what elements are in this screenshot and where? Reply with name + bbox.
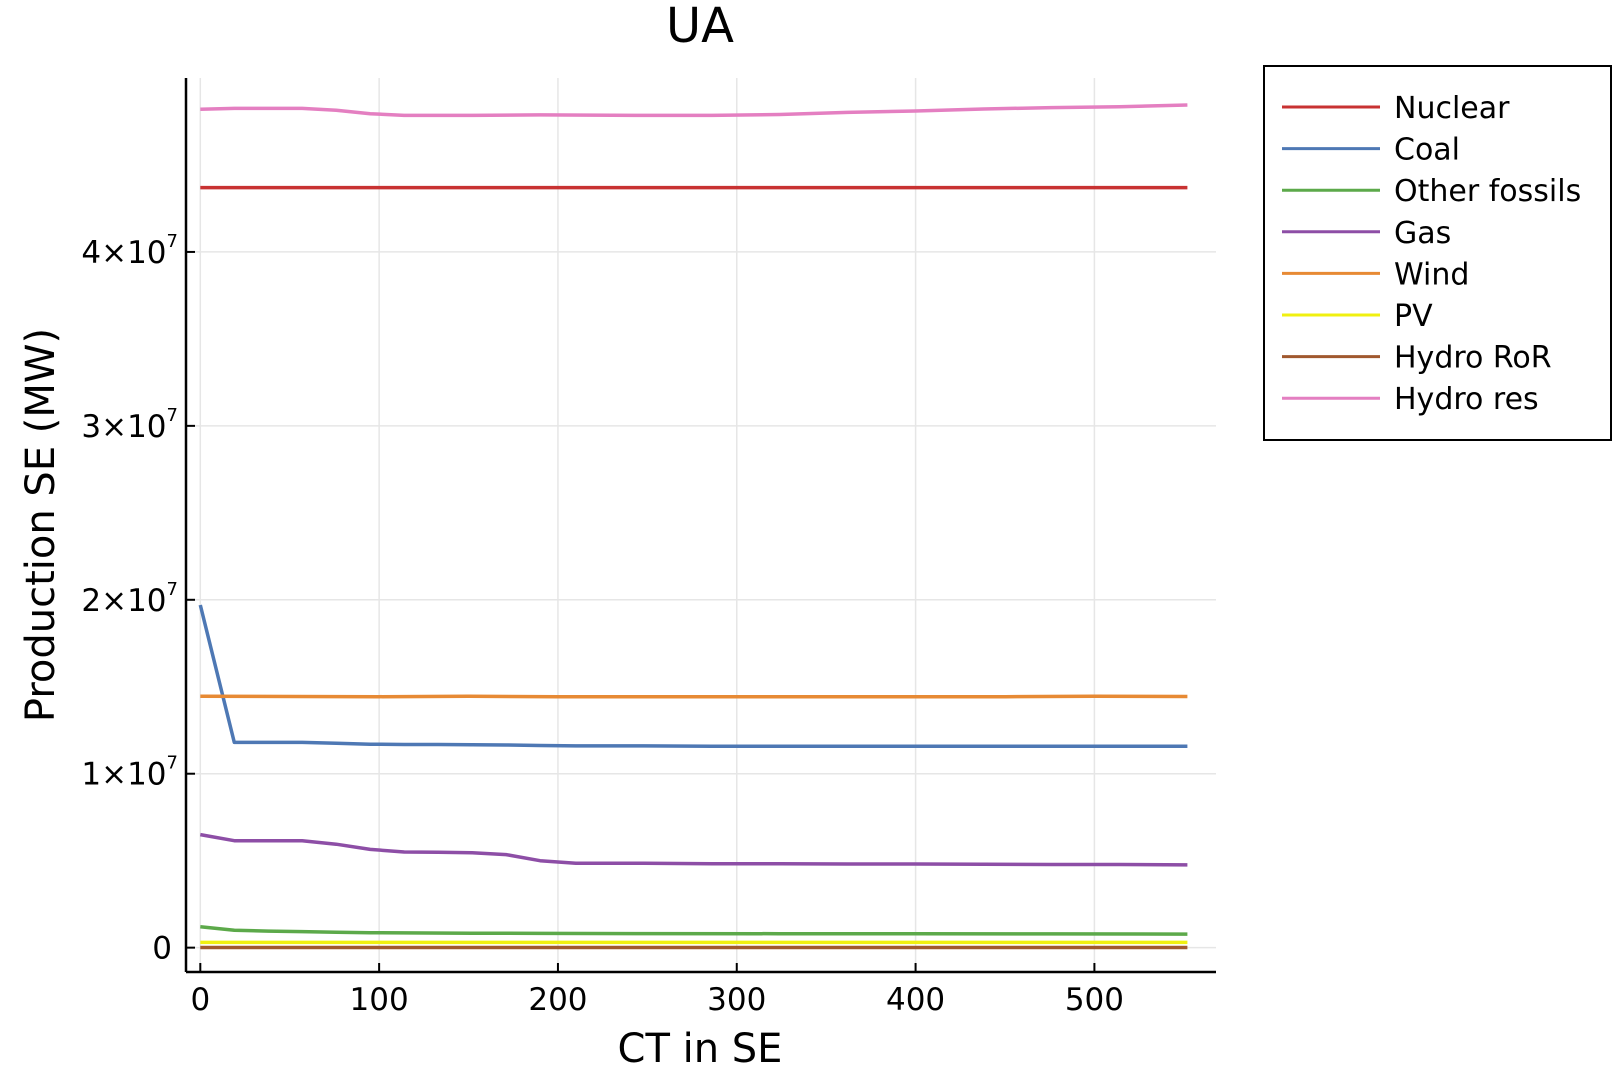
series-line-gas	[199, 832, 1188, 867]
legend-label-hydro-res: Hydro res	[1394, 382, 1539, 417]
x-tick-label: 400	[886, 982, 945, 1018]
series-line-other-fossils	[200, 925, 1188, 936]
series-line-hydro-res	[200, 103, 1188, 118]
y-tick-label: 1×107	[81, 753, 178, 793]
legend-label-wind: Wind	[1394, 257, 1469, 292]
y-tick-label: 4×107	[81, 231, 178, 271]
y-tick-label: 2×107	[81, 579, 178, 619]
x-tick-label: 200	[528, 982, 587, 1018]
series-line-wind	[200, 694, 1188, 699]
chart-title: UA	[666, 0, 734, 54]
legend-box	[1263, 65, 1612, 441]
x-axis-title: CT in SE	[618, 1026, 783, 1072]
y-tick-label: 3×107	[81, 405, 178, 445]
x-tick-label: 100	[350, 982, 409, 1018]
legend-label-pv: PV	[1394, 299, 1433, 334]
y-tick-label: 0	[152, 931, 172, 967]
x-tick-label: 300	[707, 982, 766, 1018]
legend-label-gas: Gas	[1394, 216, 1451, 251]
y-axis-title: Production SE (MW)	[18, 328, 64, 722]
legend-label-coal: Coal	[1394, 133, 1460, 168]
legend-label-nuclear: Nuclear	[1394, 91, 1510, 126]
legend-label-hydro-ror: Hydro RoR	[1394, 341, 1552, 376]
legend: Nuclear Coal Other fossils Gas Wind PV Hydro R…	[1263, 65, 1612, 441]
x-tick-label: 0	[190, 982, 210, 1018]
x-ticks: 0 100 200 300 400 500	[190, 963, 1124, 1018]
series-layer	[198, 103, 1188, 950]
axes	[184, 78, 1216, 974]
y-ticks: 0 1×107 2×107 3×107 4×107	[81, 231, 195, 967]
legend-label-other-fossils: Other fossils	[1394, 174, 1581, 209]
x-tick-label: 500	[1065, 982, 1124, 1018]
series-line-coal	[198, 604, 1188, 748]
grid-lines	[186, 78, 1216, 972]
